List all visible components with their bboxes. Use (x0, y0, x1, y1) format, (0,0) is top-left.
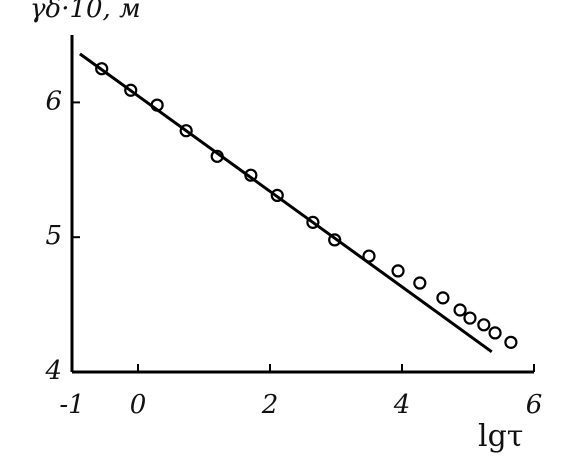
data-point (463, 311, 477, 325)
data-point (477, 318, 491, 332)
x-tick-label: 2 (261, 390, 279, 420)
x-tick-label: 4 (393, 390, 411, 420)
data-point (453, 303, 467, 317)
y-tick-label: 4 (44, 356, 62, 386)
x-axis-label: lgτ (478, 419, 523, 454)
data-point (504, 335, 518, 349)
data-point (436, 291, 450, 305)
y-tick-label: 5 (45, 221, 62, 251)
x-tick-label: 6 (526, 390, 543, 420)
data-point (391, 264, 405, 278)
x-tick-label: 0 (130, 390, 147, 420)
y-axis-label: γδ·10, м (30, 0, 141, 24)
x-tick-label: -1 (59, 390, 84, 420)
data-point (413, 276, 427, 290)
data-point (488, 326, 502, 340)
fit-line (79, 52, 493, 353)
y-tick-label: 6 (45, 86, 62, 116)
